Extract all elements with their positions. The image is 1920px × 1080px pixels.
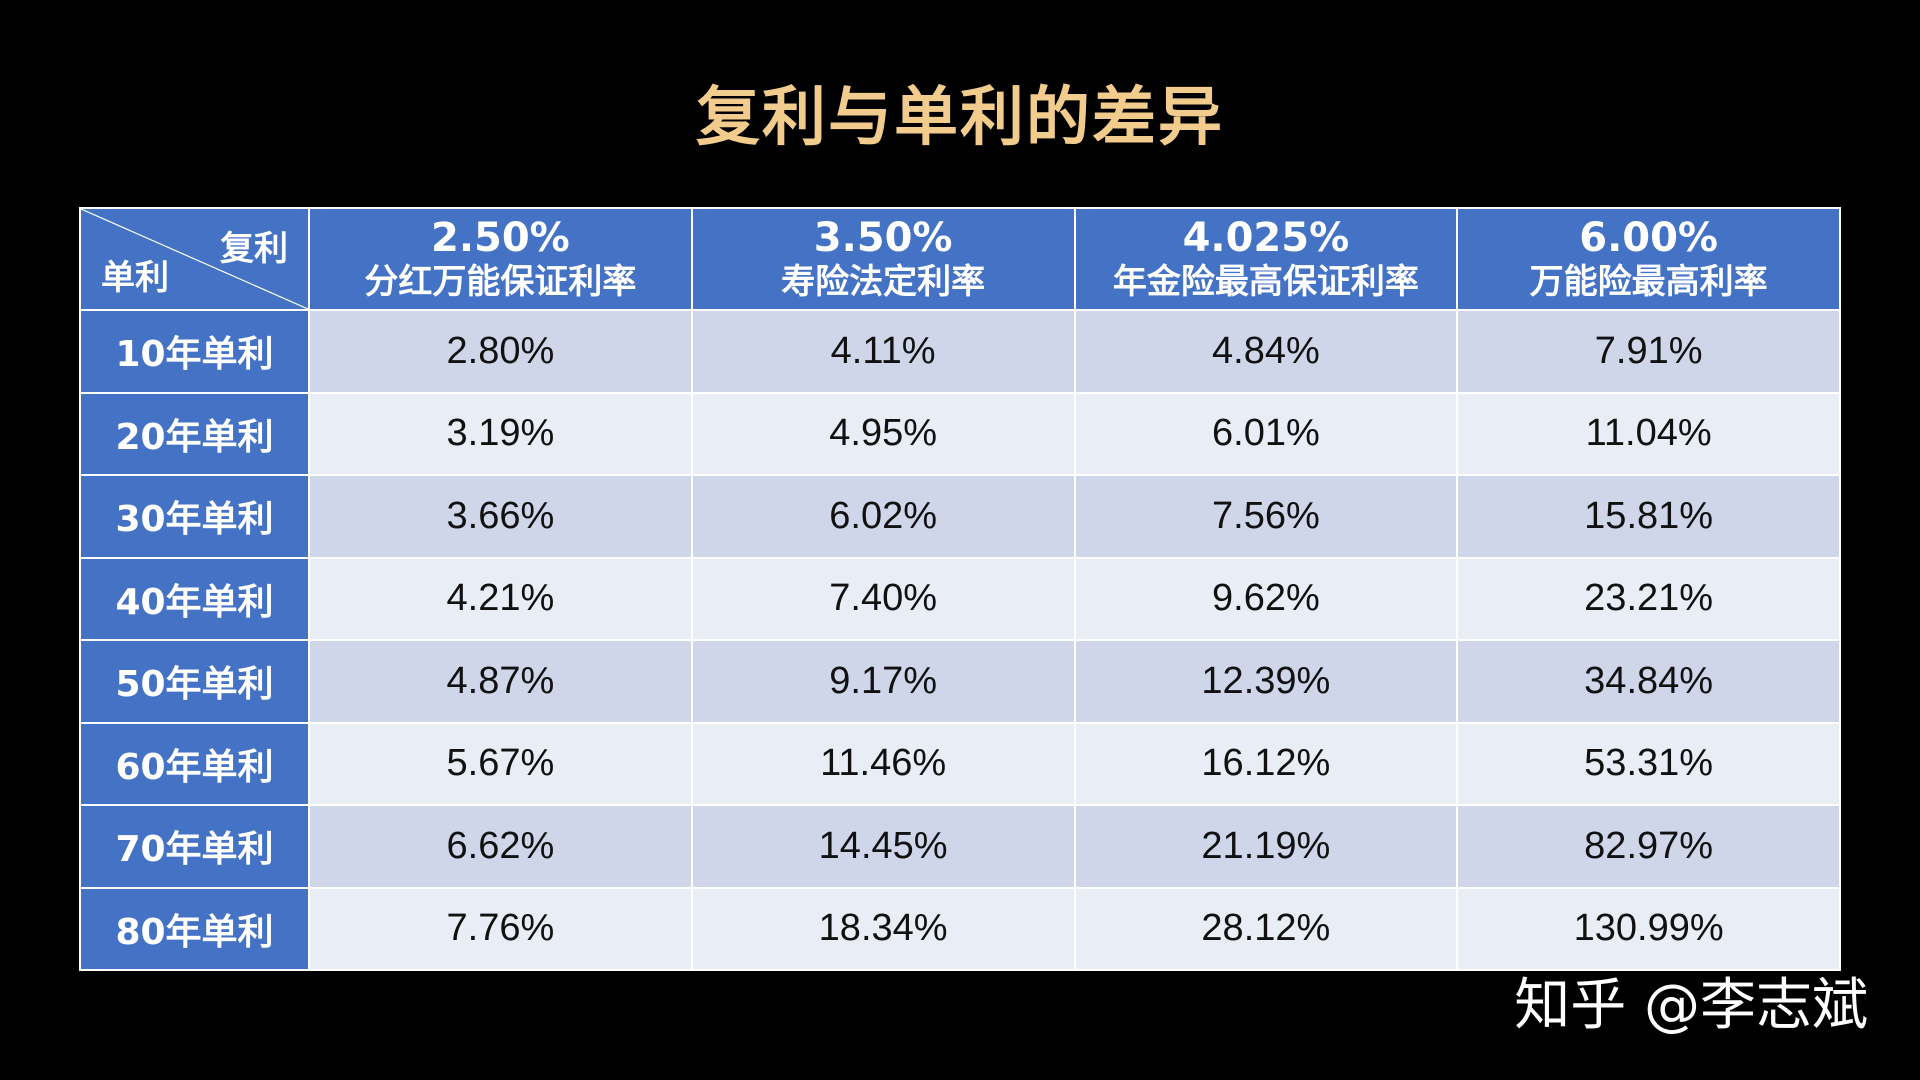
row-label: 40年单利 — [81, 558, 308, 639]
corner-label-compound: 复利 — [220, 229, 288, 269]
column-rate: 3.50% — [813, 215, 953, 261]
table-cell: 9.62% — [1075, 558, 1457, 639]
row-label: 50年单利 — [81, 641, 308, 722]
table-cell: 53.31% — [1458, 723, 1839, 804]
table-row: 40年单利 4.21% 7.40% 9.62% 23.21% — [81, 558, 1839, 639]
table-cell: 4.21% — [310, 558, 691, 639]
table-cell: 82.97% — [1458, 806, 1839, 887]
table-cell: 4.87% — [310, 641, 691, 722]
zhihu-watermark: 知乎 @李志斌 — [1514, 973, 1868, 1038]
table-cell: 7.91% — [1458, 311, 1839, 392]
table-cell: 6.62% — [310, 806, 691, 887]
table-cell: 3.66% — [310, 476, 691, 557]
table-cell: 4.11% — [692, 311, 1074, 392]
table-cell: 34.84% — [1458, 641, 1839, 722]
column-label: 寿险法定利率 — [781, 262, 986, 302]
table-cell: 11.04% — [1458, 393, 1839, 474]
column-rate: 6.00% — [1579, 215, 1719, 261]
table-cell: 4.95% — [692, 393, 1074, 474]
table-cell: 5.67% — [310, 723, 691, 804]
row-label: 70年单利 — [81, 806, 308, 887]
column-header: 2.50% 分红万能保证利率 — [310, 209, 691, 309]
rate-table-container: 复利 单利 2.50% 分红万能保证利率 3.50% 寿险法定利率 4.025%… — [79, 207, 1841, 971]
corner-header-cell: 复利 单利 — [81, 209, 308, 309]
table-cell: 23.21% — [1458, 558, 1839, 639]
column-rate: 4.025% — [1182, 215, 1350, 261]
table-row: 20年单利 3.19% 4.95% 6.01% 11.04% — [81, 393, 1839, 474]
row-label: 60年单利 — [81, 723, 308, 804]
row-label: 30年单利 — [81, 476, 308, 557]
table-row: 10年单利 2.80% 4.11% 4.84% 7.91% — [81, 311, 1839, 392]
column-header: 3.50% 寿险法定利率 — [692, 209, 1074, 309]
table-cell: 3.19% — [310, 393, 691, 474]
table-cell: 12.39% — [1075, 641, 1457, 722]
table-row: 60年单利 5.67% 11.46% 16.12% 53.31% — [81, 723, 1839, 804]
table-cell: 16.12% — [1075, 723, 1457, 804]
table-cell: 4.84% — [1075, 311, 1457, 392]
table-cell: 11.46% — [692, 723, 1074, 804]
column-label: 分红万能保证利率 — [364, 262, 637, 302]
table-cell: 6.02% — [692, 476, 1074, 557]
table-cell: 28.12% — [1075, 888, 1457, 969]
table-cell: 2.80% — [310, 311, 691, 392]
table-cell: 6.01% — [1075, 393, 1457, 474]
column-label: 年金险最高保证利率 — [1112, 262, 1419, 302]
table-cell: 18.34% — [692, 888, 1074, 969]
column-header: 4.025% 年金险最高保证利率 — [1075, 209, 1457, 309]
table-row: 50年单利 4.87% 9.17% 12.39% 34.84% — [81, 641, 1839, 722]
table-cell: 15.81% — [1458, 476, 1839, 557]
diagonal-divider — [81, 209, 308, 309]
table-cell: 7.40% — [692, 558, 1074, 639]
column-rate: 2.50% — [430, 215, 570, 261]
table-row: 70年单利 6.62% 14.45% 21.19% 82.97% — [81, 806, 1839, 887]
corner-label-simple: 单利 — [101, 258, 169, 298]
table-cell: 7.76% — [310, 888, 691, 969]
column-header: 6.00% 万能险最高利率 — [1458, 209, 1839, 309]
row-label: 80年单利 — [81, 888, 308, 969]
table-cell: 21.19% — [1075, 806, 1457, 887]
column-label: 万能险最高利率 — [1529, 262, 1768, 302]
page-title: 复利与单利的差异 — [696, 81, 1224, 155]
table-row: 80年单利 7.76% 18.34% 28.12% 130.99% — [81, 888, 1839, 969]
rate-table: 复利 单利 2.50% 分红万能保证利率 3.50% 寿险法定利率 4.025%… — [79, 207, 1841, 971]
table-cell: 9.17% — [692, 641, 1074, 722]
table-cell: 130.99% — [1458, 888, 1839, 969]
header-row: 复利 单利 2.50% 分红万能保证利率 3.50% 寿险法定利率 4.025%… — [81, 209, 1839, 309]
table-row: 30年单利 3.66% 6.02% 7.56% 15.81% — [81, 476, 1839, 557]
row-label: 10年单利 — [81, 311, 308, 392]
table-cell: 7.56% — [1075, 476, 1457, 557]
row-label: 20年单利 — [81, 393, 308, 474]
table-cell: 14.45% — [692, 806, 1074, 887]
